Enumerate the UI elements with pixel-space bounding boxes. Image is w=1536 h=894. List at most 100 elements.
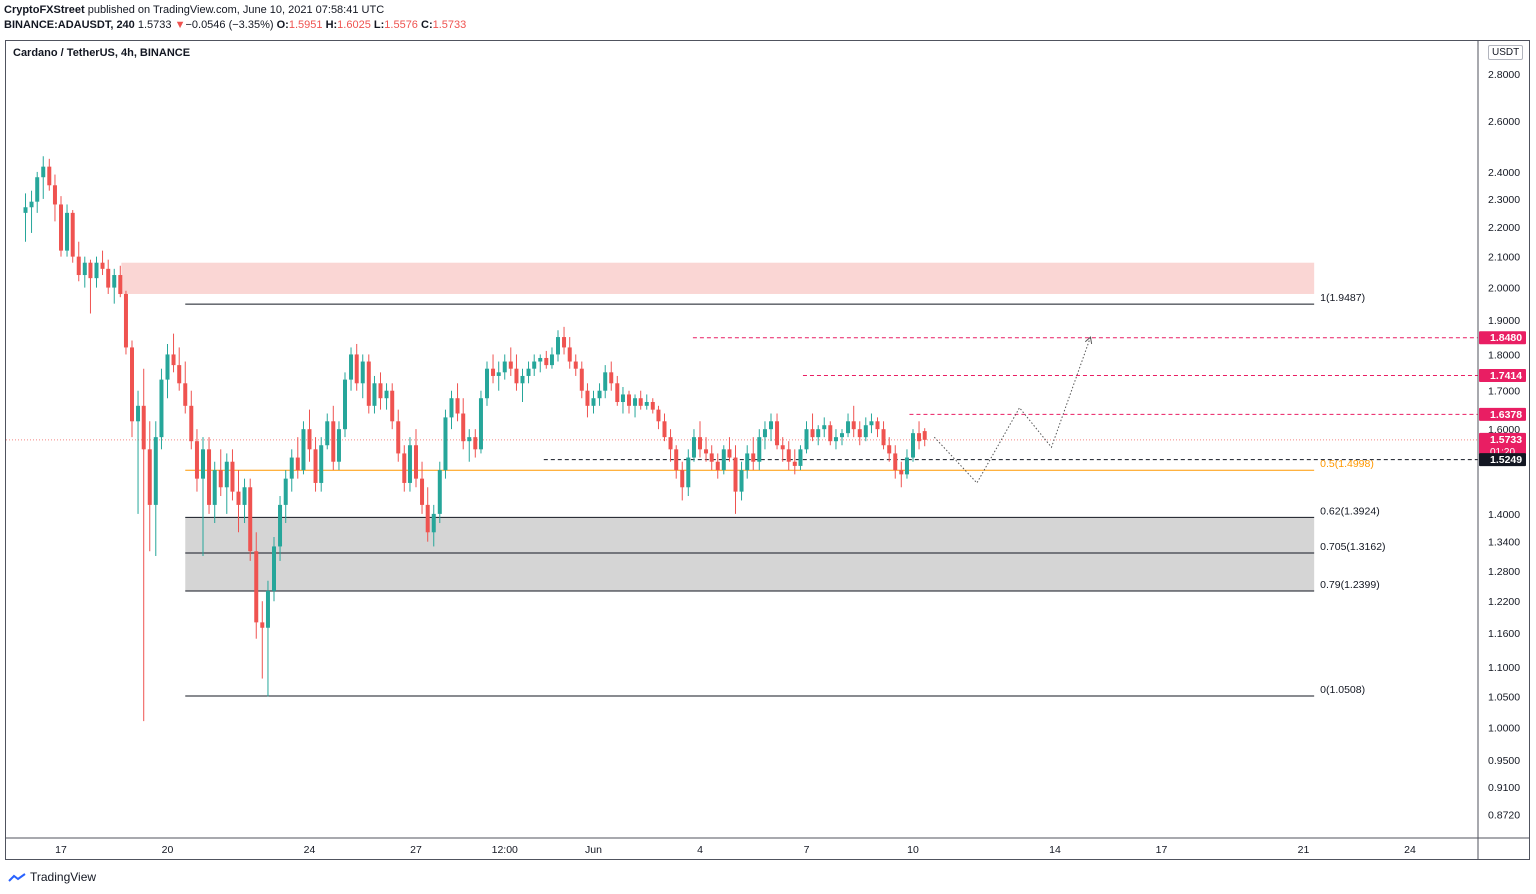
candle-body [567,347,572,362]
candle-body [502,361,507,373]
x-tick-label: 24 [304,844,316,856]
x-tick-label: 24 [1404,844,1416,856]
candle-body [917,433,922,442]
candle-body [686,457,691,488]
price-tag [1479,368,1526,382]
candle-body [650,402,655,410]
y-tick-label: 2.6000 [1488,116,1520,128]
price-tag-countdown: 01:20 [1490,447,1515,458]
candle-body [272,546,276,591]
footer-brand: TradingView [30,870,97,884]
fib-label: 0.62(1.3924) [1320,505,1380,517]
candle-body [822,425,827,430]
candle-body [414,445,418,479]
candle-body [709,453,714,462]
y-tick-label: 0.9500 [1488,755,1520,767]
publish-info: published on TradingView.com, June 10, 2… [87,4,385,16]
candle-body [691,437,696,458]
candle-body [313,449,318,483]
candle-body [23,207,28,213]
chart-frame[interactable] [5,40,1530,860]
candle-body [721,449,726,471]
candle-body [585,390,590,406]
high-value: 1.6025 [337,19,371,31]
candle-body [798,449,803,466]
candle-body [147,449,152,505]
price-tag [1479,432,1526,459]
y-tick-label: 1.3400 [1488,537,1520,549]
candle-body [638,398,643,406]
candle-body [538,357,543,362]
candle-body [100,262,105,269]
candle-body [265,590,270,628]
candle-body [899,470,904,475]
y-tick-label: 1.7000 [1488,386,1520,398]
candle-body [230,461,235,492]
candle-body [325,421,330,446]
candle-body [603,372,608,391]
axes-layer: 0.8720 0.9100 0.9500 1.0000 1.0500 1.1000 1.16… [6,41,1529,859]
price-tag [1479,453,1526,467]
y-tick-label: 2.8000 [1488,69,1520,81]
footer[interactable]: TradingView [8,870,96,884]
candle-body [544,357,549,366]
candle-body [171,354,176,366]
fib-label: 0(1.0508) [1320,684,1365,696]
candle-body [633,398,638,406]
projection-arrow-icon [1084,336,1093,345]
candle-body [556,337,560,355]
candle-body [893,453,898,471]
fib-label: 1(1.9487) [1320,292,1365,304]
candle-body [745,453,750,471]
supply-zone [121,262,1315,294]
candle-body [662,421,667,438]
candle-body [922,431,927,440]
candle-body [396,421,401,454]
candle-body [52,185,57,205]
candle-body [336,429,341,462]
y-tick-label: 2.4000 [1488,167,1520,179]
y-tick-label: 0.9100 [1488,782,1520,794]
x-tick-label: 14 [1049,844,1061,856]
change-value: −0.0546 (−3.35%) [185,19,274,31]
open-value: 1.5951 [288,19,323,31]
candle-body [875,421,880,430]
currency-badge[interactable]: USDT [1488,45,1524,60]
candle-body [437,470,442,514]
y-tick-label: 2.2000 [1488,222,1520,234]
close-value: 1.5733 [432,19,467,31]
candle-body [425,504,430,533]
y-tick-label: 1.0000 [1488,722,1520,734]
candle-body [136,405,141,422]
candle-body [194,441,199,479]
tradingview-logo-icon [8,873,26,882]
candle-body [911,433,915,458]
candle-body [236,491,241,505]
candle-body [289,457,294,479]
author-name[interactable]: CryptoFXStreet [4,4,85,16]
candle-body [283,478,288,505]
publish-line: CryptoFXStreet published on TradingView.… [4,3,466,18]
candle-body [254,551,259,623]
candle-body [94,262,99,279]
x-tick-label: 7 [804,844,810,856]
x-tick-label: 17 [1156,844,1168,856]
price-tag-value: 1.8480 [1490,332,1522,344]
candle-body [343,379,347,430]
candle-body [833,437,838,442]
y-tick-label: 1.1000 [1488,662,1520,674]
candle-body [863,425,868,438]
ohlc-line: BINANCE:ADAUSDT, 240 1.5733 ▼−0.0546 (−3… [4,18,466,33]
candle-body [420,478,425,505]
x-tick-label: 27 [410,844,422,856]
candle-body [354,354,359,384]
zones-layer [121,262,1315,591]
low-label: L: [373,19,385,31]
candle-body [349,354,354,380]
price-tag [1479,331,1526,345]
candle-body [775,421,780,446]
candle-body [609,372,614,384]
candle-body [260,622,265,628]
candle-body [473,437,478,450]
